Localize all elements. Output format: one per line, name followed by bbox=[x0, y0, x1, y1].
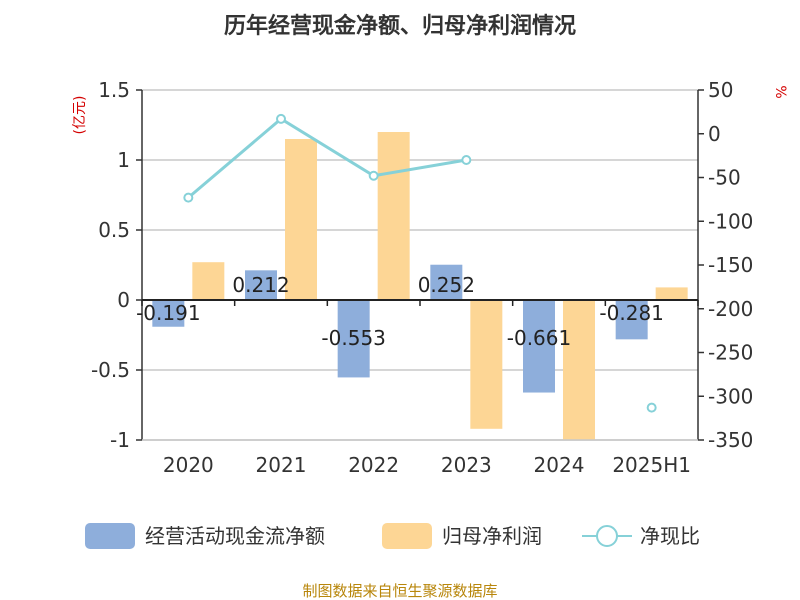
right-tick-label: -50 bbox=[708, 166, 741, 190]
bar-cash-flow bbox=[523, 300, 555, 393]
cash-flow-data-label: 0.212 bbox=[232, 273, 289, 297]
ratio-point bbox=[183, 192, 194, 203]
category-label: 2021 bbox=[256, 453, 307, 477]
category-label: 2024 bbox=[534, 453, 585, 477]
category-label: 2023 bbox=[441, 453, 492, 477]
bar-cash-flow bbox=[152, 300, 185, 327]
ratio-line-segment bbox=[187, 117, 467, 199]
right-tick-label: -150 bbox=[708, 253, 753, 277]
legend-label-net-profit: 归母净利润 bbox=[442, 524, 542, 548]
left-tick-label: 0 bbox=[117, 288, 130, 312]
bar-cash-flow bbox=[615, 300, 648, 340]
bars bbox=[152, 132, 688, 440]
bar-cash-flow bbox=[337, 300, 370, 378]
legend-swatch-net-profit bbox=[382, 523, 432, 549]
left-tick-label: -1 bbox=[110, 428, 130, 452]
left-tick-label: 1 bbox=[117, 148, 130, 172]
category-label: 2025H1 bbox=[612, 453, 691, 477]
chart-title: 历年经营现金净额、归母净利润情况 bbox=[224, 13, 576, 39]
ratio-point bbox=[276, 113, 286, 124]
bar-net-profit bbox=[192, 262, 225, 300]
legend-swatch-cash-flow bbox=[85, 523, 135, 549]
left-axis-unit: (亿元) bbox=[72, 96, 88, 135]
source-note: 制图数据来自恒生聚源数据库 bbox=[302, 582, 497, 600]
cash-flow-data-label: -0.191 bbox=[136, 301, 200, 325]
ratio-point bbox=[368, 170, 379, 181]
cash-flow-data-label: -0.281 bbox=[599, 301, 663, 325]
legend-label-ratio: 净现比 bbox=[640, 524, 700, 548]
bar-net-profit bbox=[470, 300, 503, 429]
right-tick-label: -250 bbox=[708, 341, 753, 365]
axes: 1.510.50-0.5-1500-50-100-150-200-250-300… bbox=[72, 78, 788, 477]
data-labels: -0.191 0.212 -0.553 0.252 -0.661 -0.281 bbox=[136, 273, 664, 350]
bar-net-profit bbox=[285, 139, 317, 300]
cash-flow-data-label: -0.553 bbox=[321, 326, 385, 350]
right-tick-label: 0 bbox=[708, 122, 721, 146]
ratio-point bbox=[461, 155, 472, 165]
bar-net-profit bbox=[563, 300, 595, 440]
ratio-point bbox=[646, 402, 657, 413]
right-tick-label: -350 bbox=[708, 428, 753, 452]
category-label: 2022 bbox=[348, 453, 399, 477]
right-tick-label: -200 bbox=[708, 297, 753, 321]
legend-label-cash-flow: 经营活动现金流净额 bbox=[145, 524, 325, 548]
cash-flow-data-label: -0.661 bbox=[507, 326, 571, 350]
bar-net-profit bbox=[655, 287, 688, 300]
right-tick-label: 50 bbox=[708, 78, 733, 102]
left-tick-label: 1.5 bbox=[98, 78, 130, 102]
left-tick-label: 0.5 bbox=[98, 218, 130, 242]
grid bbox=[142, 89, 698, 441]
legend-swatch-ratio-marker bbox=[596, 525, 618, 547]
bar-net-profit bbox=[377, 132, 410, 300]
bar-cash-flow bbox=[430, 264, 463, 300]
left-tick-label: -0.5 bbox=[91, 358, 130, 382]
right-axis-unit: % bbox=[772, 85, 788, 98]
ratio-line bbox=[183, 113, 657, 413]
right-tick-label: -100 bbox=[708, 209, 753, 233]
bar-cash-flow bbox=[245, 270, 277, 300]
legend: 经营活动现金流净额 归母净利润 净现比 bbox=[85, 523, 700, 549]
category-label: 2020 bbox=[163, 453, 214, 477]
cash-flow-data-label: 0.252 bbox=[418, 273, 475, 297]
right-tick-label: -300 bbox=[708, 384, 753, 408]
